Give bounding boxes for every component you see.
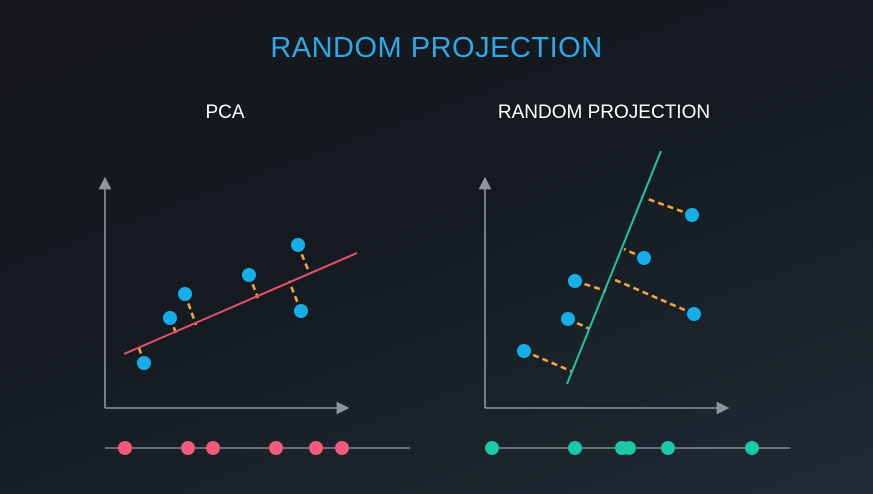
rp-data-point bbox=[685, 208, 699, 222]
pca-principal-component-line bbox=[123, 252, 358, 355]
pca-data-point bbox=[291, 238, 305, 252]
rp-data-point bbox=[561, 312, 575, 326]
page-title: RANDOM PROJECTION bbox=[270, 32, 603, 64]
rp-data-point bbox=[517, 344, 531, 358]
rp-projection-dash bbox=[523, 349, 572, 373]
rp-projected-point bbox=[745, 441, 759, 455]
pca-panel-title: PCA bbox=[205, 102, 245, 123]
rp-data-point bbox=[568, 274, 582, 288]
pca-projected-point bbox=[309, 441, 323, 455]
rp-projection-dashes bbox=[523, 196, 695, 373]
rp-data-points bbox=[517, 208, 701, 358]
rp-projected-point bbox=[485, 441, 499, 455]
pca-projected-point bbox=[181, 441, 195, 455]
random-projection-panel-title: RANDOM PROJECTION bbox=[497, 102, 711, 123]
pca-projected-point bbox=[118, 441, 132, 455]
pca-projected-point bbox=[269, 441, 283, 455]
pca-panel bbox=[98, 176, 410, 455]
pca-projected-points bbox=[118, 441, 349, 455]
pca-data-points bbox=[137, 238, 308, 370]
random-projection-line bbox=[566, 150, 662, 385]
pca-data-point bbox=[137, 356, 151, 370]
rp-projection-dash bbox=[644, 196, 693, 217]
pca-data-point bbox=[163, 311, 177, 325]
pca-data-point bbox=[178, 287, 192, 301]
rp-data-point bbox=[687, 307, 701, 321]
pca-projection-dashes bbox=[137, 244, 311, 364]
pca-data-point bbox=[294, 304, 308, 318]
pca-data-point bbox=[242, 268, 256, 282]
rp-data-point bbox=[637, 251, 651, 265]
rp-projected-point bbox=[568, 441, 582, 455]
pca-projected-point bbox=[335, 441, 349, 455]
rp-projected-point bbox=[661, 441, 675, 455]
rp-projected-points bbox=[485, 441, 759, 455]
rp-projection-dash bbox=[612, 277, 695, 316]
rp-projected-point bbox=[622, 441, 636, 455]
pca-projected-point bbox=[206, 441, 220, 455]
random-projection-panel bbox=[478, 150, 790, 455]
